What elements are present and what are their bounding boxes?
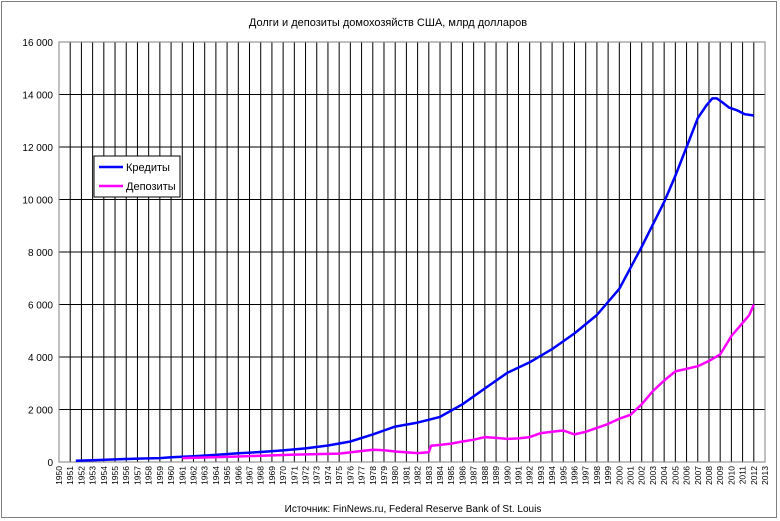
x-tick-label: 1961	[177, 466, 187, 485]
x-tick-label: 1966	[233, 466, 243, 485]
x-tick-label: 2006	[682, 466, 692, 485]
x-tick-label: 1975	[334, 466, 344, 485]
series-lines	[75, 97, 755, 462]
x-tick-label: 2000	[614, 466, 624, 485]
x-tick-label: 1994	[547, 466, 557, 485]
x-tick-label: 1999	[603, 466, 613, 485]
y-tick-label: 14 000	[22, 91, 53, 102]
x-tick-label: 2005	[670, 466, 680, 485]
legend: Кредиты Депозиты	[93, 155, 181, 198]
x-tick-label: 1964	[211, 466, 221, 485]
x-tick-label: 2002	[637, 466, 647, 485]
x-tick-label: 1959	[155, 466, 165, 485]
x-tick-label: 1982	[413, 466, 423, 485]
x-tick-label: 1956	[121, 466, 131, 485]
x-tick-label: 1969	[267, 466, 277, 485]
series-line-deposits	[182, 304, 755, 460]
x-tick-label: 1973	[312, 466, 322, 485]
legend-label-deposits: Депозиты	[126, 181, 176, 193]
x-tick-label: 2008	[704, 466, 714, 485]
y-tick-label: 12 000	[22, 143, 53, 154]
x-tick-label: 2003	[648, 466, 658, 485]
x-tick-label: 1967	[245, 466, 255, 485]
x-tick-label: 2009	[715, 466, 725, 485]
x-tick-label: 1977	[357, 466, 367, 485]
x-tick-label: 1962	[188, 466, 198, 485]
legend-box	[93, 155, 181, 198]
x-tick-label: 1965	[222, 466, 232, 485]
y-tick-label: 6 000	[28, 301, 53, 312]
x-tick-label: 1951	[65, 466, 75, 485]
x-tick-label: 1992	[525, 466, 535, 485]
x-tick-label: 1988	[480, 466, 490, 485]
x-tick-label: 1952	[76, 466, 86, 485]
x-tick-label: 2007	[693, 466, 703, 485]
x-tick-label: 1987	[469, 466, 479, 485]
x-tick-label: 1970	[278, 466, 288, 485]
x-tick-label: 1986	[457, 466, 467, 485]
x-tick-label: 1972	[301, 466, 311, 485]
x-tick-label: 1993	[536, 466, 546, 485]
plot-border	[58, 41, 766, 463]
y-tick-label: 16 000	[22, 38, 53, 49]
x-tick-label: 1991	[513, 466, 523, 485]
x-tick-label: 1997	[581, 466, 591, 485]
x-tick-label: 1990	[502, 466, 512, 485]
x-tick-label: 1981	[401, 466, 411, 485]
x-tick-label: 1954	[99, 466, 109, 485]
x-tick-label: 1953	[88, 466, 98, 485]
x-tick-label: 1958	[144, 466, 154, 485]
legend-label-credits: Кредиты	[126, 162, 170, 174]
x-tick-label: 1974	[323, 466, 333, 485]
x-tick-label: 1963	[200, 466, 210, 485]
x-tick-label: 1989	[491, 466, 501, 485]
x-tick-label: 1971	[289, 466, 299, 485]
y-tick-label: 2 000	[28, 406, 53, 417]
chart-source: Источник: FinNews.ru, Federal Reserve Ba…	[285, 504, 542, 515]
x-tick-label: 1978	[368, 466, 378, 485]
y-tick-label: 8 000	[28, 248, 53, 259]
x-tick-label: 1957	[132, 466, 142, 485]
x-tick-label: 1968	[256, 466, 266, 485]
x-tick-label: 2013	[760, 466, 770, 485]
x-tick-label: 1960	[166, 466, 176, 485]
y-tick-label: 10 000	[22, 196, 53, 207]
x-tick-label: 1976	[345, 466, 355, 485]
y-tick-labels: 0 2 000 4 000 6 000 8 000 10 000 12 000 14 000 1…	[22, 38, 53, 469]
y-tick-label: 4 000	[28, 353, 53, 364]
x-tick-label: 2001	[626, 466, 636, 485]
series-line-credits	[75, 97, 754, 462]
x-tick-label: 1995	[558, 466, 568, 485]
y-tick-label: 0	[47, 458, 53, 469]
x-tick-label: 1955	[110, 466, 120, 485]
x-tick-label: 1998	[592, 466, 602, 485]
x-tick-label: 1980	[390, 466, 400, 485]
x-tick-label: 1996	[569, 466, 579, 485]
x-tick-label: 2012	[749, 466, 759, 485]
x-tick-label: 1979	[379, 466, 389, 485]
chart-title: Долги и депозиты домохозяйств США, млрд …	[249, 17, 527, 29]
x-tick-labels: 1950 1951 1952 1953 1954 1955 1956 1957 1958 1959…	[54, 466, 770, 485]
x-tick-label: 1985	[446, 466, 456, 485]
x-tick-label: 1950	[54, 466, 64, 485]
x-tick-label: 2010	[726, 466, 736, 485]
x-tick-label: 1983	[424, 466, 434, 485]
gridlines	[58, 41, 766, 463]
x-tick-label: 2004	[659, 466, 669, 485]
x-tick-label: 1984	[435, 466, 445, 485]
x-tick-label: 2011	[738, 466, 748, 485]
